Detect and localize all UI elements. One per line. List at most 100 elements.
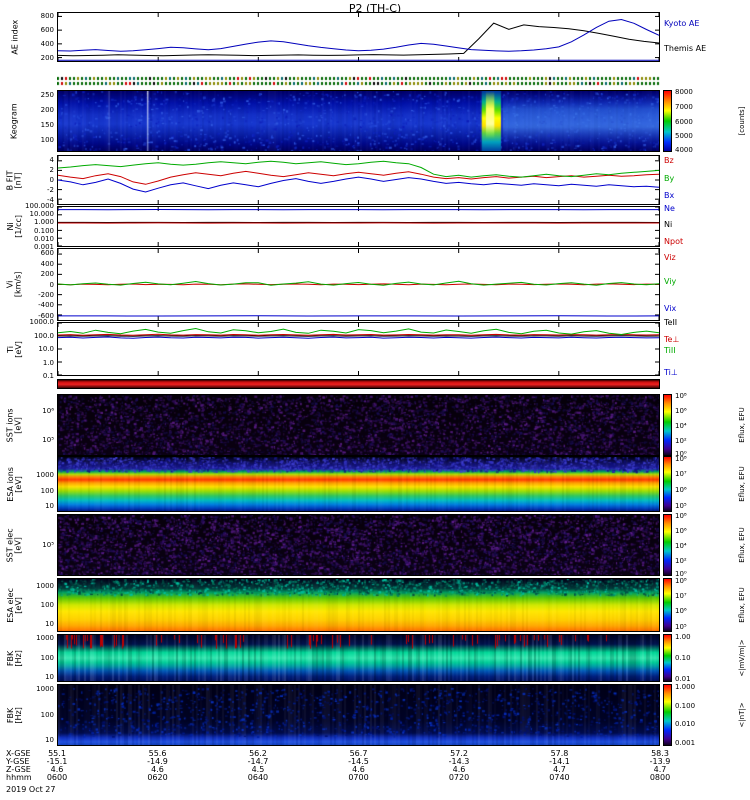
keogram-ytick-label: 200 [40, 105, 54, 114]
density-panel [57, 206, 660, 247]
series-Bz [58, 170, 659, 185]
temperature-ytick-label: 0.1 [42, 372, 54, 380]
esa-elec-colorbar-tick: 10⁶ [675, 606, 687, 615]
fbk-b-colorbar-tick: 1.000 [675, 683, 696, 692]
series-label-TeII: TeII [664, 318, 678, 327]
sst-elec-colorbar-tick: 10⁸ [675, 511, 687, 520]
fbk-b-ytick-label: 100 [40, 711, 54, 719]
density-ytick-label: 100.000 [25, 202, 54, 210]
fbk-b-spectrogram [58, 685, 659, 745]
keogram-colorbar [663, 90, 672, 152]
esa-elec-colorbar-tick: 10⁸ [675, 576, 687, 585]
velocity-plot [58, 249, 659, 320]
density-ytick-label: 1.000 [33, 218, 54, 227]
temperature-ytick-label: 1000.0 [29, 318, 55, 326]
sst-ions-colorbar-tick: 10⁴ [675, 421, 687, 430]
fbk-e-ytick-label: 1000 [36, 633, 54, 642]
date-label: 2019 Oct 27 [6, 785, 56, 794]
density-ytick-label: 0.100 [33, 226, 54, 235]
fbk-b-colorbar-tick: 0.001 [675, 738, 696, 747]
density-ytick-label: 10.000 [29, 210, 55, 219]
xaxis-value: 4.6 [151, 765, 164, 774]
series-label-Bz: Bz [664, 156, 674, 165]
esa-ions-colorbar-tick: 10⁶ [675, 486, 687, 495]
sst-ions-panel [57, 394, 660, 456]
velocity-ytick-label: -600 [38, 311, 54, 320]
xaxis-value: 4.7 [653, 765, 667, 774]
series-TeII [58, 335, 659, 337]
bfield-ytick-label: -2 [47, 186, 54, 194]
esa-elec-colorbar [663, 578, 672, 632]
xaxis-value: -14.1 [549, 757, 570, 766]
esa-ions-colorbar [663, 456, 672, 512]
esa-elec-panel [57, 578, 660, 632]
temperature-ytick-label: 10.0 [38, 345, 54, 353]
sst-elec-panel [57, 514, 660, 576]
esa-elec-colorbar-tick: 10⁷ [675, 591, 687, 600]
xaxis-row-label-Y-GSE: Y-GSE [6, 757, 30, 766]
keogram-colorbar-tick: 8000 [675, 88, 693, 97]
series-label-Themis AE: Themis AE [664, 44, 707, 53]
fbk-e-ytick-label: 100 [40, 654, 54, 662]
quality-flags-panel [57, 76, 660, 87]
esa-ions-panel [57, 456, 660, 512]
sst-ions-colorbar-tick: 10⁶ [675, 406, 687, 415]
xaxis-value: 0720 [448, 773, 470, 782]
series-label-Npot: Npot [664, 236, 684, 246]
xaxis-value: 4.7 [553, 765, 566, 774]
xaxis-value: -14.7 [247, 757, 269, 766]
fbk-e-panel [57, 634, 660, 682]
series-TePerp [58, 333, 659, 336]
keogram-colorbar-tick: 4000 [675, 146, 693, 155]
fbk-b-panel [57, 684, 660, 746]
fbk-b-ytick-label: 10 [45, 735, 54, 744]
xaxis-value: 0640 [247, 773, 269, 782]
xaxis-value: 56.7 [349, 749, 368, 758]
series-TiII [58, 327, 659, 336]
xaxis-value: 4.6 [50, 765, 64, 774]
velocity-ytick-label: 400 [40, 259, 54, 268]
series-Themis AE [58, 18, 659, 52]
xaxis-value: 0800 [649, 773, 671, 782]
series-Viz [58, 283, 659, 286]
xaxis-value: 57.2 [450, 749, 468, 758]
xaxis-value: 4.6 [452, 765, 466, 774]
sst-ions-axis-label: SST ions [eV] [2, 394, 28, 456]
series-label-Viz: Viz [664, 252, 676, 262]
esa-ions-ytick-label: 10 [45, 502, 54, 511]
xaxis-row-label-X-GSE: X-GSE [6, 749, 31, 758]
sst-elec-colorbar-tick: 10⁰ [675, 570, 687, 579]
ae-axis-label-text: AE index [9, 19, 19, 55]
keogram-colorbar-tick: 6000 [675, 117, 693, 126]
plot-title: P2 (TH-C) [348, 2, 402, 15]
sst-ions-spectrogram [58, 395, 659, 455]
xaxis-value: 4.5 [251, 765, 265, 774]
esa-ions-colorbar-tick: 10⁵ [675, 502, 687, 511]
bfield-ytick-label: -4 [47, 196, 54, 204]
xaxis-value: 0740 [549, 773, 570, 782]
series-label-Bx: Bx [664, 191, 675, 200]
esa-elec-ytick-label: 100 [40, 601, 54, 609]
sst-ions-ytick-label: 10⁶ [42, 407, 54, 416]
keogram-panel [57, 90, 660, 152]
bfield-ytick-label: 2 [49, 166, 54, 174]
keogram-ytick-label: 100 [40, 136, 54, 145]
sst-elec-spectrogram [58, 515, 659, 575]
sst-ions-colorbar-tick: 10⁰ [675, 450, 687, 459]
bfield-ytick-label: 0 [49, 176, 54, 184]
sst-elec-colorbar-tick: 10⁴ [675, 541, 687, 550]
fbk-e-colorbar [663, 634, 672, 682]
ae-panel [57, 12, 660, 62]
ae-ytick-label: 400 [40, 40, 54, 49]
esa-elec-colorbar-tick: 10⁵ [675, 622, 687, 631]
fbk-e-spectrogram [58, 635, 659, 681]
fbk-b-ytick-label: 1000 [36, 684, 54, 693]
series-label-Viy: Viy [664, 276, 677, 286]
ae-plot [58, 13, 659, 61]
keogram-colorbar-tick: 5000 [675, 131, 693, 140]
xaxis-value: 56.2 [249, 749, 267, 758]
esa-elec-spectrogram [58, 579, 659, 631]
sst-elec-colorbar [663, 514, 672, 576]
sst-ions-colorbar [663, 394, 672, 456]
